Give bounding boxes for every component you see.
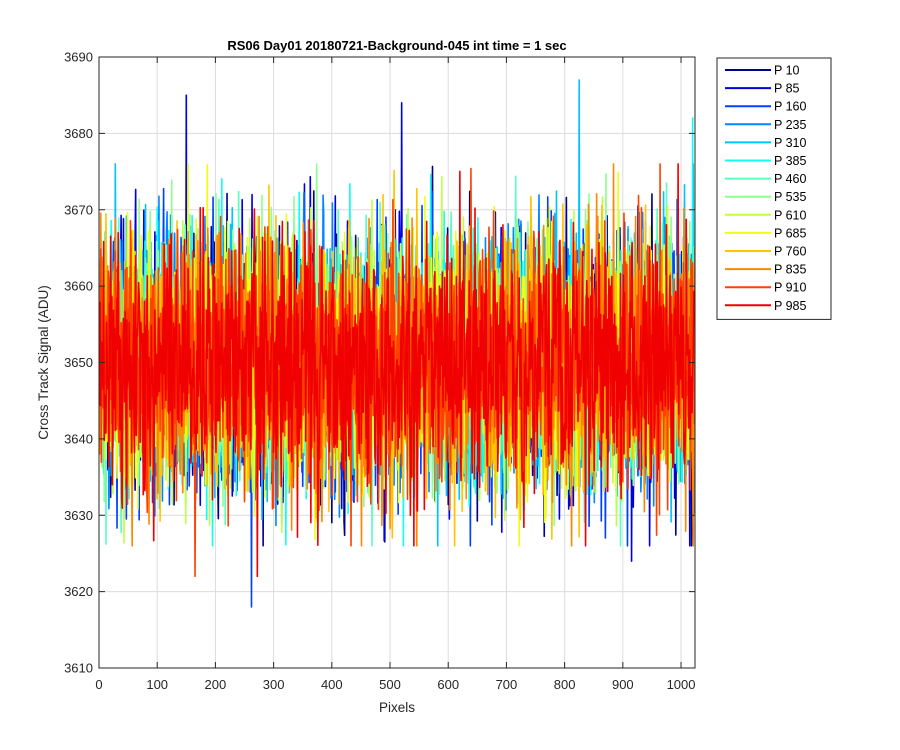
y-tick-label: 3620	[64, 584, 93, 599]
axis-ticks: 0 100 200 300 400 500 600 700 800 900 1000 3610 3620…	[64, 50, 695, 693]
x-tick-label: 300	[263, 677, 285, 692]
x-tick-label: 700	[496, 677, 518, 692]
legend-entry: P 535	[774, 190, 806, 204]
legend-entry: P 910	[774, 281, 806, 295]
y-tick-label: 3670	[64, 202, 93, 217]
chart-title: RS06 Day01 20180721-Background-045 int t…	[227, 38, 566, 53]
y-tick-label: 3660	[64, 279, 93, 294]
y-tick-label: 3680	[64, 126, 93, 141]
series-line	[99, 163, 695, 578]
legend-entry: P 985	[774, 299, 806, 313]
legend-entry: P 760	[774, 245, 806, 259]
y-tick-label: 3630	[64, 508, 93, 523]
legend-entry: P 10	[774, 64, 800, 78]
x-tick-label: 400	[321, 677, 343, 692]
x-axis-label: Pixels	[379, 700, 415, 715]
y-tick-label: 3690	[64, 50, 93, 65]
y-axis-label: Cross Track Signal (ADU)	[36, 285, 51, 440]
legend: P 10 P 85 P 160 P 235 P 310 P 385 P 460 P 535 P …	[716, 57, 832, 320]
y-tick-label: 3610	[64, 661, 93, 676]
legend-entry: P 835	[774, 263, 806, 277]
x-tick-label: 600	[437, 677, 459, 692]
x-tick-label: 200	[205, 677, 227, 692]
x-tick-label: 0	[95, 677, 102, 692]
x-tick-label: 500	[379, 677, 401, 692]
legend-entry: P 85	[774, 82, 800, 96]
y-tick-label: 3640	[64, 431, 93, 446]
y-tick-label: 3650	[64, 355, 93, 370]
legend-entry: P 460	[774, 172, 806, 186]
legend-entry: P 310	[774, 136, 806, 150]
series-layer	[99, 79, 695, 608]
x-tick-label: 100	[146, 677, 168, 692]
legend-entry: P 160	[774, 100, 806, 114]
x-tick-label: 800	[554, 677, 576, 692]
legend-entry: P 610	[774, 208, 806, 222]
legend-entry: P 235	[774, 118, 806, 132]
x-tick-label: 1000	[667, 677, 696, 692]
x-tick-label: 900	[612, 677, 634, 692]
legend-entry: P 685	[774, 226, 806, 240]
legend-entry: P 385	[774, 154, 806, 168]
legend-box	[716, 57, 832, 320]
